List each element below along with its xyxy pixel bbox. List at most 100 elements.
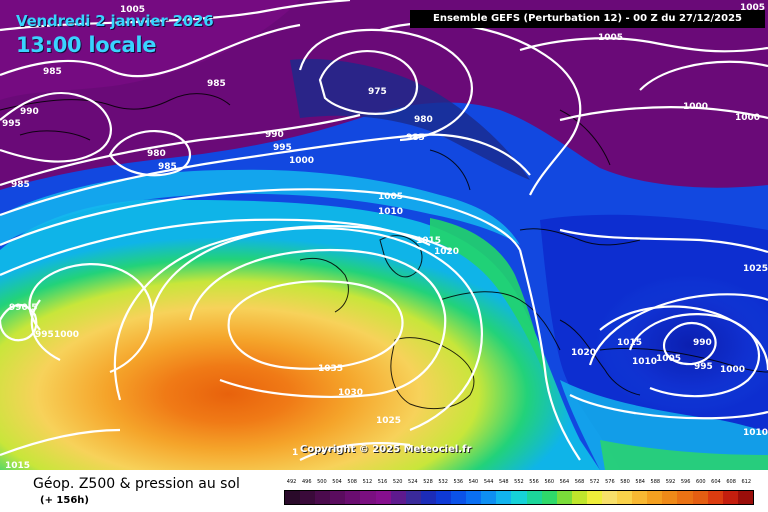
- scale-tick-label: 552: [514, 479, 524, 485]
- scale-swatches: [284, 490, 754, 505]
- scale-swatch: [601, 491, 618, 504]
- scale-swatch: [390, 491, 406, 504]
- isobar-label: 1000: [54, 330, 79, 340]
- scale-swatch: [496, 491, 512, 504]
- isobar-label: 995: [273, 143, 292, 153]
- isobar-label: 1: [292, 448, 298, 458]
- scale-tick-label: 592: [665, 479, 676, 485]
- scale-swatch: [466, 491, 482, 504]
- scale-tick-label: 576: [605, 479, 615, 485]
- field-southeast-green: [600, 440, 768, 470]
- scale-swatch: [692, 491, 708, 504]
- scale-swatch: [345, 491, 361, 504]
- scale-swatch: [662, 491, 678, 504]
- isobar-label: 1025: [376, 416, 401, 426]
- scale-swatch: [737, 491, 753, 504]
- isobar-label: 1010: [378, 207, 403, 217]
- isobar-label: 990.5: [9, 303, 37, 313]
- scale-tick-label: 512: [362, 479, 373, 485]
- scale-tick-label: 596: [680, 479, 691, 485]
- scale-tick-label: 516: [377, 479, 388, 485]
- field-jet-cyan: [0, 169, 520, 245]
- isobar-label: 1015: [416, 236, 441, 246]
- isobar-label: 985: [43, 67, 62, 77]
- scale-swatch: [315, 491, 331, 504]
- scale-swatch: [420, 491, 436, 504]
- isobar-label: 1005: [740, 3, 765, 13]
- scale-swatch: [300, 491, 316, 504]
- scale-tick-label: 500: [317, 479, 327, 485]
- scale-tick-label: 584: [635, 479, 645, 485]
- scale-tick-label: 560: [544, 479, 554, 485]
- scale-tick-label: 504: [332, 479, 342, 485]
- scale-swatch: [451, 491, 467, 504]
- scale-swatch: [526, 491, 542, 504]
- isobar-label: 1035: [318, 364, 343, 374]
- isobar-label: 1020: [434, 247, 459, 257]
- scale-tick-label: 556: [529, 479, 539, 485]
- scale-tick-label: 544: [483, 479, 494, 485]
- scale-tick-label: 588: [650, 479, 661, 485]
- scale-swatch: [360, 491, 376, 504]
- weather-map: 1005 1005 1005 985 985 990 995 985 980 9…: [0, 0, 768, 470]
- isobar-label: 980: [414, 115, 433, 125]
- scale-tick-label: 568: [574, 479, 585, 485]
- isobar-label: 985: [406, 133, 425, 143]
- scale-tick-label: 572: [589, 479, 600, 485]
- scale-tick-label: 532: [438, 479, 448, 485]
- isobar-label: 990: [20, 107, 39, 117]
- legend-bar: Géop. Z500 & pression au sol (+ 156h) 49…: [0, 470, 768, 512]
- isobars: [0, 0, 768, 461]
- forecast-date: Vendredi 2 janvier 2026: [16, 12, 214, 30]
- scale-swatch: [511, 491, 527, 504]
- scale-tick-label: 492: [286, 479, 297, 485]
- isobar-label: 1015: [5, 461, 30, 470]
- isobar-label: 995: [694, 362, 713, 372]
- scale-tick-label: 540: [468, 479, 479, 485]
- scale-swatch: [571, 491, 587, 504]
- isobar-label: 990: [693, 338, 712, 348]
- isobar-label: 980: [147, 149, 166, 159]
- isobar-label: 1000: [720, 365, 745, 375]
- isobar-label: 1015: [617, 338, 642, 348]
- isobar-label: 1000: [289, 156, 314, 166]
- scale-tick-label: 612: [741, 479, 752, 485]
- color-scale: 492 496 500 504 508 512 516 520 524 528 532 536 540 5…: [284, 479, 754, 509]
- isobar-labels: 1005 1005 1005 985 985 990 995 985 980 9…: [2, 3, 768, 470]
- isobar-label: 975: [368, 87, 387, 97]
- isobar-label: 990: [265, 130, 284, 140]
- scale-tick-label: 508: [347, 479, 357, 485]
- isobar-label: 985: [158, 162, 177, 172]
- scale-tick-label: 548: [498, 479, 509, 485]
- coastlines: [0, 93, 768, 410]
- isobar-label: 1005: [120, 5, 145, 15]
- scale-tick-label: 604: [711, 479, 721, 485]
- isobar-label: 1020: [571, 348, 596, 358]
- forecast-local-time: 13:00 locale: [16, 33, 157, 57]
- isobar-label: 1010: [743, 428, 768, 438]
- scale-tick-label: 496: [301, 479, 312, 485]
- scale-swatch: [707, 491, 723, 504]
- scale-tick-label: 580: [620, 479, 630, 485]
- scale-swatch: [375, 491, 391, 504]
- isobar-label: 1000: [683, 102, 708, 112]
- scale-swatch: [586, 491, 602, 504]
- product-title: Géop. Z500 & pression au sol: [33, 476, 240, 492]
- scale-tick-label: 600: [696, 479, 706, 485]
- scale-tick-label: 520: [392, 479, 403, 485]
- scale-tick-label: 524: [408, 479, 418, 485]
- isobar-label: 1005: [656, 354, 681, 364]
- isobar-label: 985: [207, 79, 226, 89]
- scale-swatch: [617, 491, 633, 504]
- scale-swatch: [632, 491, 648, 504]
- scale-swatch: [677, 491, 693, 504]
- model-run-info: Ensemble GEFS (Perturbation 12) - 00 Z d…: [410, 10, 765, 28]
- isobar-label: 995: [35, 330, 54, 340]
- isobar-label: 995: [2, 119, 21, 129]
- scale-tick-label: 608: [726, 479, 736, 485]
- scale-swatch: [556, 491, 572, 504]
- map-canvas: 1005 1005 1005 985 985 990 995 985 980 9…: [0, 0, 768, 470]
- isobar-label: 1000: [735, 113, 760, 123]
- scale-swatch: [330, 491, 346, 504]
